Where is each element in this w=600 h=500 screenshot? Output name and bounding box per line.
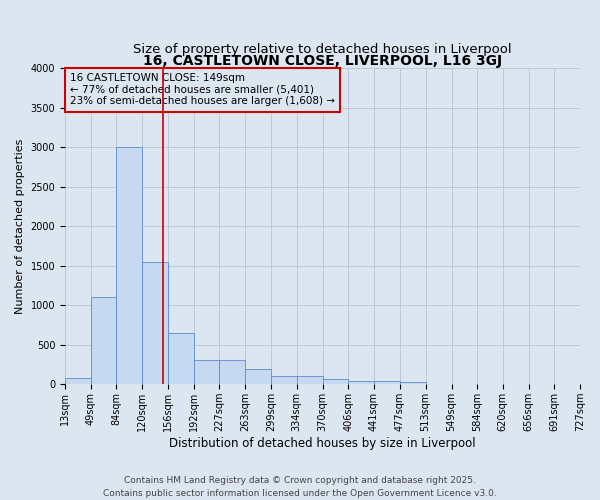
Bar	[296, 376, 323, 384]
Bar	[374, 381, 400, 384]
Y-axis label: Number of detached properties: Number of detached properties	[15, 138, 25, 314]
Bar	[400, 382, 425, 384]
Bar	[220, 360, 245, 384]
Bar	[271, 376, 296, 384]
Bar	[168, 333, 194, 384]
Bar	[349, 381, 374, 384]
X-axis label: Distribution of detached houses by size in Liverpool: Distribution of detached houses by size …	[169, 437, 476, 450]
Bar	[65, 378, 91, 384]
Text: 16 CASTLETOWN CLOSE: 149sqm
← 77% of detached houses are smaller (5,401)
23% of : 16 CASTLETOWN CLOSE: 149sqm ← 77% of det…	[70, 73, 335, 106]
Text: Size of property relative to detached houses in Liverpool: Size of property relative to detached ho…	[133, 43, 512, 56]
Title: 16, CASTLETOWN CLOSE, LIVERPOOL, L16 3GJ: 16, CASTLETOWN CLOSE, LIVERPOOL, L16 3GJ	[143, 54, 502, 68]
Bar	[245, 368, 271, 384]
Bar	[116, 148, 142, 384]
Bar	[91, 298, 116, 384]
Bar	[142, 262, 168, 384]
Bar	[194, 360, 220, 384]
Bar	[323, 379, 349, 384]
Text: Contains HM Land Registry data © Crown copyright and database right 2025.
Contai: Contains HM Land Registry data © Crown c…	[103, 476, 497, 498]
